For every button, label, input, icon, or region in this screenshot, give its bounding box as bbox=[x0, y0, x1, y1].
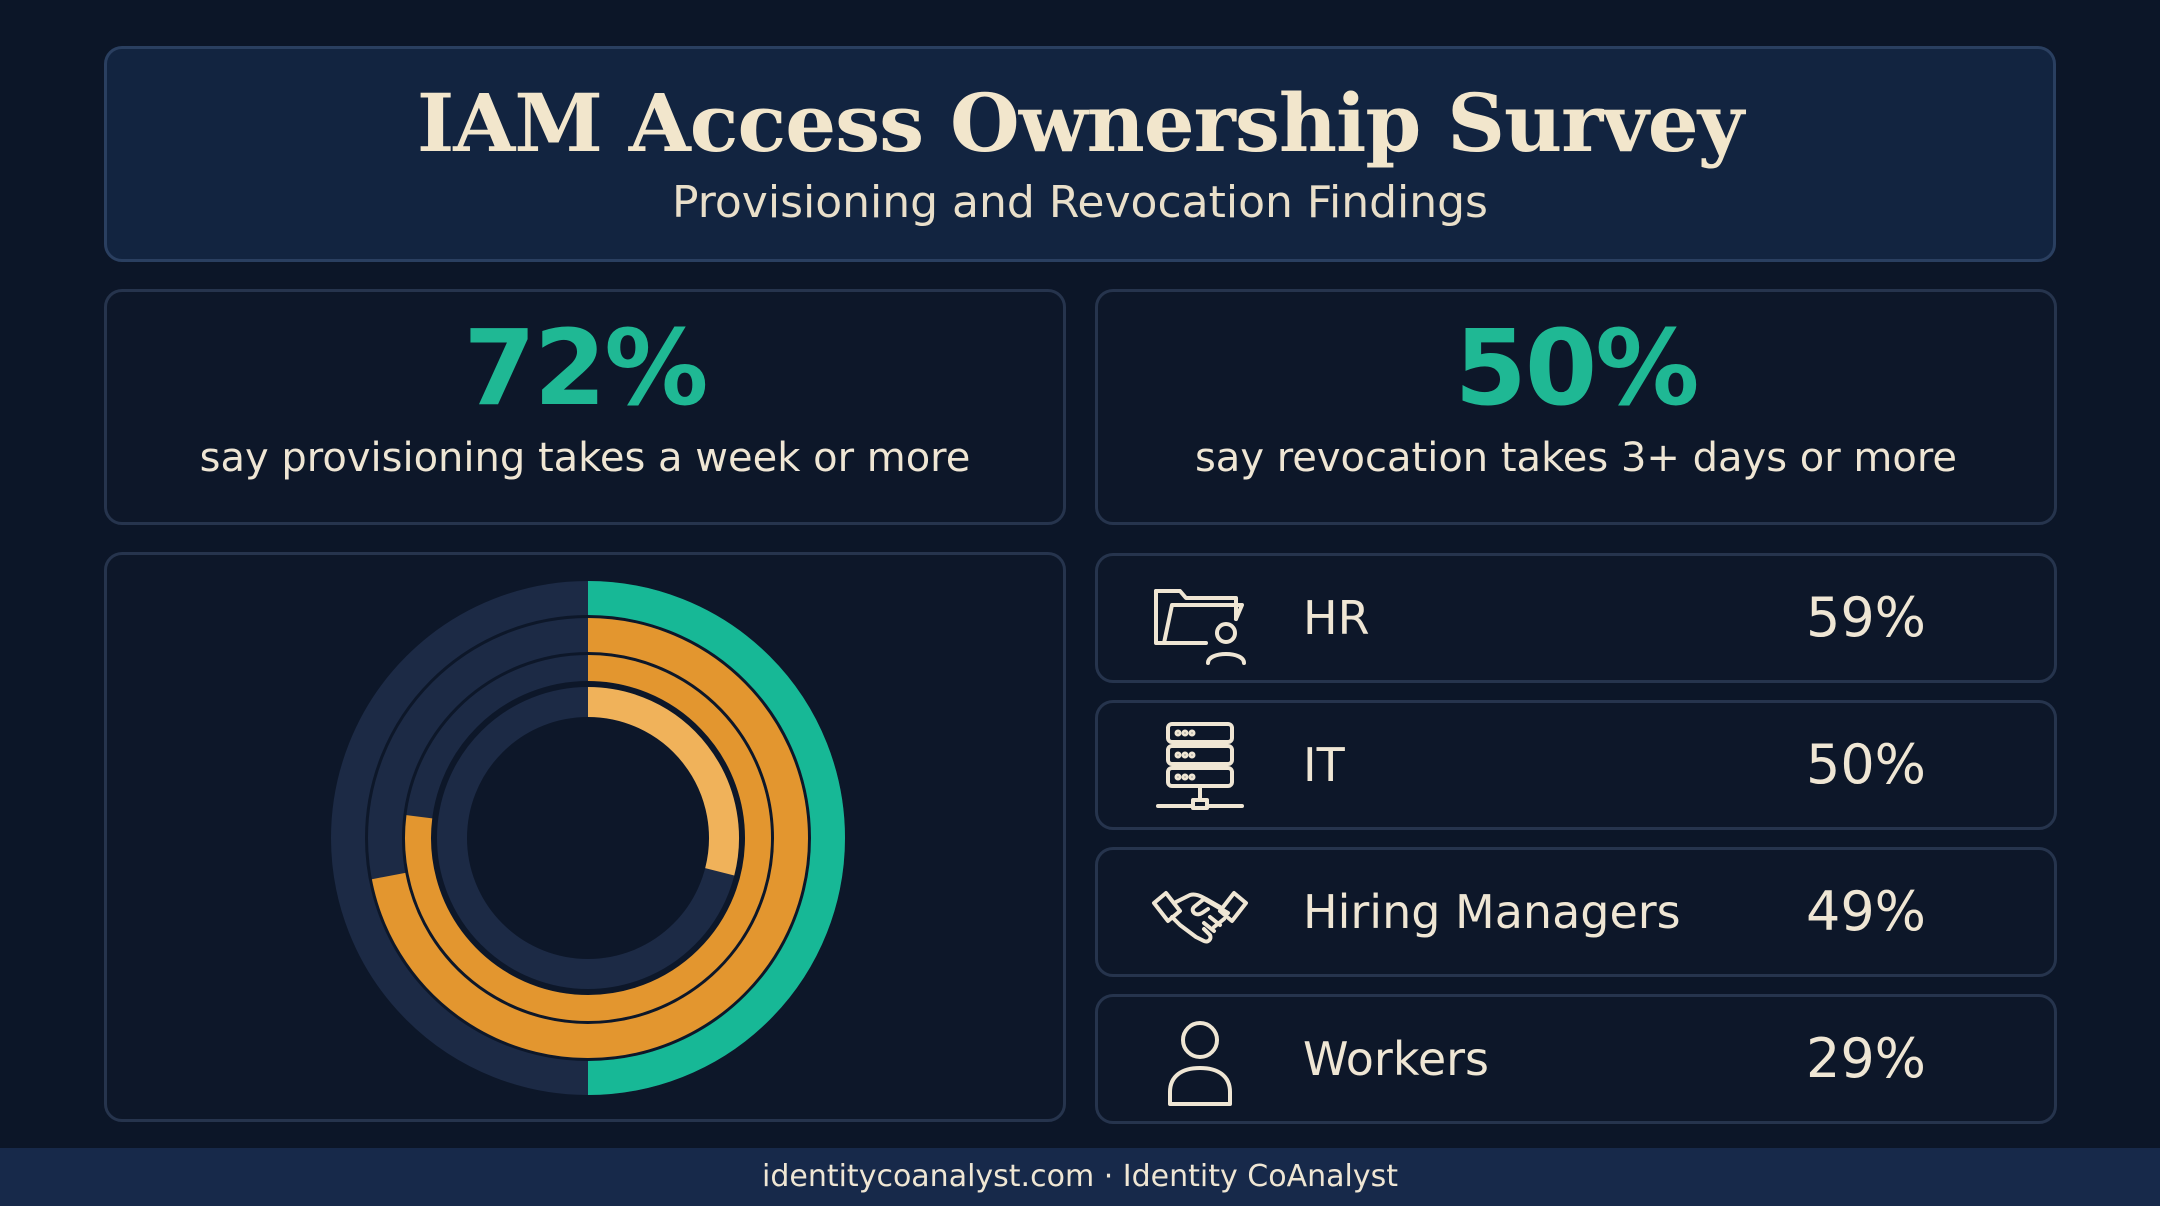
folder-user-icon bbox=[1150, 571, 1250, 671]
ring-arc-1 bbox=[371, 618, 808, 1058]
ring-arc-2 bbox=[405, 655, 771, 1021]
page-subtitle: Provisioning and Revocation Findings bbox=[672, 177, 1488, 228]
provisioning-stat-value: 72% bbox=[463, 307, 709, 429]
radial-chart bbox=[331, 581, 845, 1095]
radial-chart-panel bbox=[104, 552, 1066, 1122]
owner-row-it: IT 50% bbox=[1095, 700, 2057, 830]
owner-percent: 59% bbox=[1805, 586, 1926, 649]
person-icon bbox=[1150, 1012, 1250, 1112]
owner-percent: 50% bbox=[1805, 733, 1926, 796]
provisioning-stat-card: 72% say provisioning takes a week or mor… bbox=[104, 289, 1066, 525]
revocation-stat-caption: say revocation takes 3+ days or more bbox=[1194, 435, 1958, 482]
handshake-icon bbox=[1150, 865, 1250, 965]
footer-credit: identitycoanalyst.com · Identity CoAnaly… bbox=[0, 1148, 2160, 1206]
owner-label: Workers bbox=[1303, 1032, 1490, 1086]
ring-arc-0 bbox=[587, 581, 845, 1095]
owner-row-workers: Workers 29% bbox=[1095, 994, 2057, 1124]
owner-label: Hiring Managers bbox=[1303, 885, 1681, 939]
owner-percent: 49% bbox=[1805, 880, 1926, 943]
owner-percent: 29% bbox=[1805, 1027, 1926, 1090]
owner-row-hiring-managers: Hiring Managers 49% bbox=[1095, 847, 2057, 977]
revocation-stat-card: 50% say revocation takes 3+ days or more bbox=[1095, 289, 2057, 525]
header-panel: IAM Access Ownership Survey Provisioning… bbox=[104, 46, 2056, 262]
provisioning-stat-caption: say provisioning takes a week or more bbox=[199, 435, 971, 482]
page-title: IAM Access Ownership Survey bbox=[416, 76, 1744, 170]
owner-label: IT bbox=[1303, 738, 1345, 792]
ring-arc-3 bbox=[587, 687, 739, 876]
server-network-icon bbox=[1150, 718, 1250, 818]
revocation-stat-value: 50% bbox=[1454, 307, 1700, 429]
owner-label: HR bbox=[1303, 591, 1370, 645]
owner-row-hr: HR 59% bbox=[1095, 553, 2057, 683]
